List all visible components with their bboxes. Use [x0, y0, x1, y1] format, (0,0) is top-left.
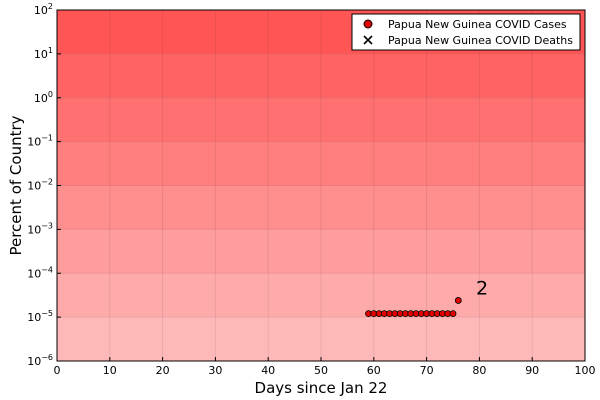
- x-tick-label: 40: [261, 364, 275, 377]
- x-tick-label: 60: [367, 364, 381, 377]
- y-axis-title: Percent of Country: [7, 115, 25, 255]
- legend-cases-marker: [363, 19, 373, 29]
- x-tick-label: 50: [314, 364, 328, 377]
- y-tick-label: 100: [34, 90, 53, 105]
- x-axis-title: Days since Jan 22: [255, 379, 388, 397]
- y-tick-label: 10−6: [27, 353, 53, 368]
- x-tick-label: 0: [54, 364, 61, 377]
- annotations: 2: [476, 277, 488, 299]
- legend-label: Papua New Guinea COVID Cases: [388, 18, 567, 31]
- legend-label: Papua New Guinea COVID Deaths: [388, 34, 573, 47]
- y-tick-label: 10−4: [27, 265, 53, 280]
- y-tick-label: 10−3: [27, 221, 53, 236]
- background-band: [57, 53, 585, 98]
- legend-box: [351, 13, 581, 51]
- y-axis: 10−6 10−5 10−4 10−3 10−2 10−1 100 101 102: [27, 2, 61, 368]
- background-band: [57, 229, 585, 274]
- y-tick-label: 102: [34, 2, 53, 17]
- background-band: [57, 97, 585, 142]
- cases-point: [449, 310, 457, 318]
- legend-deaths-marker: [363, 35, 373, 45]
- x-axis: 0 10 20 30 40 50 60 70 80 90 100: [54, 357, 596, 377]
- x-tick-label: 20: [156, 364, 170, 377]
- cases-point: [454, 297, 462, 304]
- x-tick-label: 30: [208, 364, 222, 377]
- y-tick-label: 10−1: [27, 134, 53, 149]
- legend: Papua New Guinea COVID Cases Papua New Gu…: [351, 13, 581, 51]
- background-band: [57, 273, 585, 318]
- background-band: [57, 185, 585, 230]
- x-tick-label: 10: [103, 364, 117, 377]
- background-band: [57, 141, 585, 186]
- x-tick-label: 90: [525, 364, 539, 377]
- background-bands: [57, 10, 585, 361]
- y-tick-label: 10−2: [27, 178, 53, 193]
- data-points: [365, 297, 462, 318]
- x-tick-label: 80: [472, 364, 486, 377]
- x-tick-label: 70: [420, 364, 434, 377]
- annotation-label: 2: [476, 277, 488, 299]
- background-band: [57, 317, 585, 361]
- x-tick-label: 100: [575, 364, 596, 377]
- y-tick-label: 101: [34, 46, 53, 61]
- y-tick-label: 10−5: [27, 309, 53, 324]
